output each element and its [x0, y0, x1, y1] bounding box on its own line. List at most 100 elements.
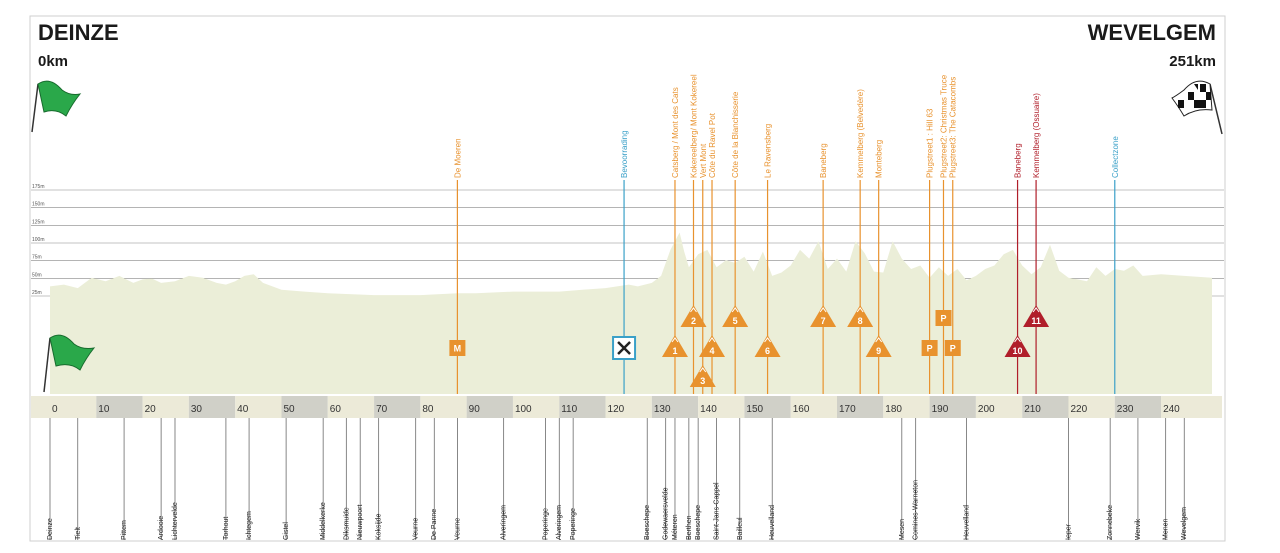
start-flag-lower-icon	[43, 334, 96, 393]
km-tick-label: 240	[1163, 404, 1180, 415]
climb-badge-number: 1	[672, 346, 677, 356]
marker-label: Catsberg / Mont des Cats	[671, 87, 680, 178]
town-label: Deinze	[47, 518, 54, 540]
finish-city: WEVELGEM	[1088, 20, 1216, 45]
town-list: Deinze Tielt Pittem Ardooie Lichtervelde Torh…	[47, 418, 1188, 540]
elevation-tick-label: 75m	[32, 255, 42, 261]
mountain-icon	[875, 337, 883, 343]
marker-label: Bevoorrading	[620, 130, 629, 178]
km-strip-segment	[744, 396, 791, 418]
km-strip-segment	[327, 396, 375, 418]
climb-badge	[847, 305, 874, 327]
town-label: Bailleul	[737, 517, 744, 540]
km-strip-segment	[466, 396, 513, 418]
town-label: Wervik	[1135, 518, 1142, 540]
marker-label: Vert Mont	[699, 143, 708, 178]
mountain-icon	[690, 307, 697, 313]
km-tick-label: 120	[608, 404, 625, 415]
km-strip-segment	[651, 396, 699, 418]
km-tick-label: 10	[98, 404, 110, 415]
km-tick-label: 170	[839, 404, 856, 415]
km-tick-label: 60	[330, 404, 342, 415]
town-label: Alveringem	[556, 505, 563, 540]
km-strip-segment	[235, 396, 282, 418]
town-label: Ardooie	[158, 516, 165, 540]
town-label: Ichtegem	[246, 511, 253, 540]
km-strip-segment	[837, 396, 884, 418]
km-strip-segment	[142, 396, 189, 418]
km-tick-label: 40	[237, 404, 249, 415]
town-label: Middelkerke	[320, 502, 327, 540]
km-tick-label: 130	[654, 404, 671, 415]
start-flag-icon	[31, 80, 82, 133]
km-strip-segment	[698, 396, 745, 418]
town-label: Boeschepe	[695, 505, 702, 540]
km-strip-segment	[281, 396, 328, 418]
town-label: De Panne	[431, 509, 438, 540]
climb-badge	[1004, 335, 1031, 357]
km-tick-label: 180	[885, 404, 902, 415]
km-strip-segment	[512, 396, 560, 418]
km-strip-segment	[420, 396, 467, 418]
town-label: Pittem	[121, 520, 128, 540]
marker-label: Baneberg	[1014, 143, 1023, 178]
mountain-icon	[699, 367, 707, 373]
km-tick-label: 190	[932, 404, 949, 415]
mountain-icon	[731, 307, 739, 313]
marker-label: Kemmelberg (Belvedère)	[856, 89, 865, 178]
marker-label: Baneberg	[819, 143, 828, 178]
elevation-profile-area	[50, 232, 1212, 394]
sprint-badge	[944, 340, 961, 356]
sprint-badge	[935, 310, 952, 326]
town-label: Torhout	[223, 517, 230, 540]
elevation-tick-label: 50m	[32, 272, 42, 278]
mountain-icon	[708, 337, 716, 343]
town-label: Veurne	[413, 518, 420, 540]
climb-badge-number: 5	[733, 316, 738, 326]
sprint-badge-label: M	[454, 344, 462, 354]
town-label: Gistel	[283, 522, 290, 540]
climb-badge	[680, 305, 707, 327]
marker-label: Plugstreet1 : Hill 63	[926, 108, 935, 178]
climb-badge-number: 2	[691, 316, 696, 326]
mountain-icon	[1032, 307, 1040, 313]
start-city: DEINZE	[38, 20, 119, 45]
km-tick-label: 230	[1117, 404, 1134, 415]
km-axis-strip: 0 10 20 30 40 50 60 70 80 90 100 110 120 130 140 150 160…	[31, 396, 1222, 418]
km-strip-segment	[31, 396, 50, 418]
km-strip-segment	[188, 396, 236, 418]
km-tick-label: 100	[515, 404, 532, 415]
km-tick-label: 80	[422, 404, 434, 415]
town-label: Godewaersvelde	[663, 487, 670, 540]
km-strip-segment	[605, 396, 652, 418]
km-strip-segment	[975, 396, 1023, 418]
climb-badge-number: 7	[821, 316, 826, 326]
sprint-badge	[449, 340, 466, 356]
elevation-tick-label: 125m	[32, 219, 45, 225]
town-label: Boeschepe	[644, 505, 651, 540]
climb-badge	[810, 305, 837, 327]
km-strip-segment	[1161, 396, 1222, 418]
elevation-tick-label: 25m	[32, 290, 42, 296]
town-label: Nieuwpoort	[357, 505, 364, 540]
town-label: Saint-Jans-Cappel	[714, 482, 721, 540]
mountain-icon	[764, 337, 771, 343]
elevation-tick-label: 100m	[32, 237, 45, 243]
km-tick-label: 200	[978, 404, 995, 415]
climb-badge	[689, 365, 716, 387]
climb-badge	[661, 335, 688, 357]
town-label: Diksmuide	[343, 507, 350, 540]
climb-badge	[865, 335, 892, 357]
town-label: Mesen	[899, 519, 906, 540]
town-label: Heuvelland	[964, 505, 971, 540]
climb-badge-number: 11	[1031, 316, 1041, 326]
elevation-tick-label: 175m	[32, 184, 45, 190]
marker-label: Kemmelberg (Ossuaire)	[1032, 93, 1041, 178]
town-label: Menen	[1163, 518, 1170, 540]
km-tick-label: 70	[376, 404, 388, 415]
km-strip-segment	[1068, 396, 1115, 418]
climb-badge	[722, 305, 749, 327]
climb-badge	[754, 335, 781, 357]
km-strip-segment	[50, 396, 97, 418]
